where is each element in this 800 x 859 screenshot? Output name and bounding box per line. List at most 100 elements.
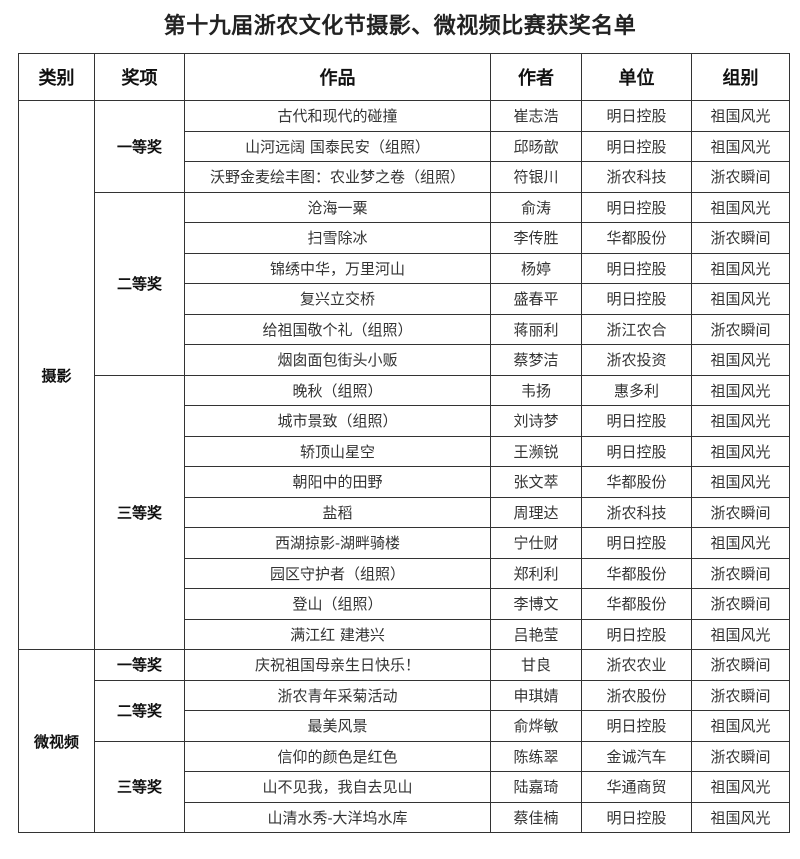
author-cell: 王濒锐 (490, 435, 582, 467)
group-cell: 祖国风光 (691, 771, 790, 803)
table-row: 二等奖 沧海一粟 俞涛 明日控股 祖国风光 (19, 191, 790, 376)
unit-cell: 华通商贸 (581, 771, 692, 803)
work-cell: 轿顶山星空 (184, 435, 491, 467)
author-cell: 申琪婧 (490, 679, 582, 711)
work-cell: 复兴立交桥 (184, 283, 491, 315)
table-row: 最美风景 俞烨敏 明日控股 祖国风光 (19, 710, 790, 742)
table-row: 三等奖 信仰的颜色是红色 陈练翠 金诚汽车 浙农瞬间 (19, 740, 790, 833)
table-row: 山河远阔 国泰民安（组照） 邱旸歆 明日控股 祖国风光 (19, 130, 790, 162)
group-cell: 浙农瞬间 (691, 222, 790, 254)
author-cell: 周理达 (490, 496, 582, 528)
work-cell: 朝阳中的田野 (184, 466, 491, 498)
author-cell: 符银川 (490, 161, 582, 193)
author-cell: 杨婷 (490, 252, 582, 284)
group-cell: 祖国风光 (691, 618, 790, 650)
group-cell: 浙农瞬间 (691, 496, 790, 528)
group-cell: 祖国风光 (691, 252, 790, 284)
author-cell: 刘诗梦 (490, 405, 582, 437)
header-work: 作品 (184, 53, 491, 101)
unit-cell: 明日控股 (581, 130, 692, 162)
table-row: 二等奖 浙农青年采菊活动 申琪婧 浙农股份 浙农瞬间 (19, 679, 790, 742)
group-cell: 浙农瞬间 (691, 649, 790, 681)
author-cell: 韦扬 (490, 374, 582, 406)
work-cell: 浙农青年采菊活动 (184, 679, 491, 711)
table-row: 满江红 建港兴 吕艳莹 明日控股 祖国风光 (19, 618, 790, 650)
work-cell: 烟囱面包街头小贩 (184, 344, 491, 376)
author-cell: 蔡佳楠 (490, 801, 582, 833)
work-cell: 古代和现代的碰撞 (184, 100, 491, 132)
work-cell: 盐稻 (184, 496, 491, 528)
work-cell: 扫雪除冰 (184, 222, 491, 254)
unit-cell: 明日控股 (581, 283, 692, 315)
group-cell: 祖国风光 (691, 100, 790, 132)
work-cell: 山不见我，我自去见山 (184, 771, 491, 803)
unit-cell: 浙农农业 (581, 649, 692, 681)
work-cell: 晚秋（组照） (184, 374, 491, 406)
group-cell: 浙农瞬间 (691, 313, 790, 345)
unit-cell: 浙农科技 (581, 496, 692, 528)
award-table: 类别 奖项 作品 作者 单位 组别 摄影 一等奖 古代和现代的碰撞 崔志浩 明日控股 祖国… (18, 53, 790, 833)
table-row: 西湖掠影-湖畔骑楼 宁仕财 明日控股 祖国风光 (19, 527, 790, 559)
unit-cell: 浙农科技 (581, 161, 692, 193)
unit-cell: 明日控股 (581, 710, 692, 742)
table-row: 烟囱面包街头小贩 蔡梦洁 浙农投资 祖国风光 (19, 344, 790, 376)
author-cell: 陆嘉琦 (490, 771, 582, 803)
work-cell: 信仰的颜色是红色 (184, 740, 491, 772)
work-cell: 最美风景 (184, 710, 491, 742)
table-row: 摄影 一等奖 古代和现代的碰撞 崔志浩 明日控股 祖国风光 (18, 100, 790, 650)
author-cell: 李博文 (490, 588, 582, 620)
header-award: 奖项 (94, 53, 185, 101)
unit-cell: 明日控股 (581, 618, 692, 650)
author-cell: 盛春平 (490, 283, 582, 315)
unit-cell: 浙农投资 (581, 344, 692, 376)
author-cell: 陈练翠 (490, 740, 582, 772)
unit-cell: 华都股份 (581, 466, 692, 498)
unit-cell: 华都股份 (581, 588, 692, 620)
group-cell: 祖国风光 (691, 344, 790, 376)
unit-cell: 明日控股 (581, 100, 692, 132)
award-cell: 一等奖 (94, 100, 185, 193)
table-row: 扫雪除冰 李传胜 华都股份 浙农瞬间 (19, 222, 790, 254)
header-author: 作者 (490, 53, 582, 101)
table-header-row: 类别 奖项 作品 作者 单位 组别 (18, 53, 790, 101)
table-row: 复兴立交桥 盛春平 明日控股 祖国风光 (19, 283, 790, 315)
author-cell: 蔡梦洁 (490, 344, 582, 376)
work-cell: 满江红 建港兴 (184, 618, 491, 650)
unit-cell: 明日控股 (581, 527, 692, 559)
author-cell: 吕艳莹 (490, 618, 582, 650)
award-cell: 二等奖 (94, 191, 185, 376)
table-row: 山清水秀-大洋坞水库 蔡佳楠 明日控股 祖国风光 (19, 801, 790, 833)
work-cell: 庆祝祖国母亲生日快乐！ (184, 649, 491, 681)
group-cell: 祖国风光 (691, 405, 790, 437)
header-unit: 单位 (581, 53, 692, 101)
group-cell: 浙农瞬间 (691, 161, 790, 193)
author-cell: 蒋丽利 (490, 313, 582, 345)
unit-cell: 华都股份 (581, 557, 692, 589)
author-cell: 俞涛 (490, 191, 582, 223)
award-cell: 三等奖 (94, 740, 185, 833)
group-cell: 浙农瞬间 (691, 679, 790, 711)
table-row: 城市景致（组照） 刘诗梦 明日控股 祖国风光 (19, 405, 790, 437)
work-cell: 园区守护者（组照） (184, 557, 491, 589)
work-cell: 城市景致（组照） (184, 405, 491, 437)
unit-cell: 明日控股 (581, 252, 692, 284)
table-row: 三等奖 晚秋（组照） 韦扬 惠多利 祖国风光 (19, 374, 790, 650)
page-title: 第十九届浙农文化节摄影、微视频比赛获奖名单 (163, 13, 637, 39)
group-cell: 祖国风光 (691, 466, 790, 498)
work-cell: 登山（组照） (184, 588, 491, 620)
unit-cell: 明日控股 (581, 405, 692, 437)
table-row: 给祖国敬个礼（组照） 蒋丽利 浙江农合 浙农瞬间 (19, 313, 790, 345)
author-cell: 崔志浩 (490, 100, 582, 132)
table-row: 盐稻 周理达 浙农科技 浙农瞬间 (19, 496, 790, 528)
work-cell: 山清水秀-大洋坞水库 (184, 801, 491, 833)
group-cell: 祖国风光 (691, 710, 790, 742)
group-cell: 祖国风光 (691, 191, 790, 223)
group-cell: 祖国风光 (691, 527, 790, 559)
author-cell: 宁仕财 (490, 527, 582, 559)
category-cell: 微视频 (18, 649, 95, 833)
author-cell: 郑利利 (490, 557, 582, 589)
unit-cell: 浙江农合 (581, 313, 692, 345)
group-cell: 浙农瞬间 (691, 557, 790, 589)
work-cell: 锦绣中华，万里河山 (184, 252, 491, 284)
category-cell: 摄影 (18, 100, 95, 650)
